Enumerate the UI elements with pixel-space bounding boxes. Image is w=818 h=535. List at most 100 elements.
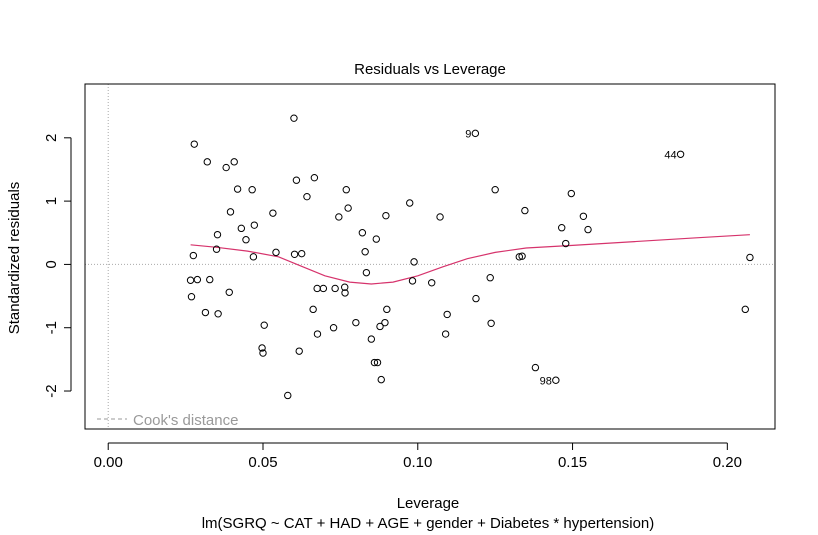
data-point	[373, 358, 382, 367]
data-point	[436, 213, 444, 221]
y-axis-label: Standardized residuals	[6, 182, 23, 335]
data-point	[428, 279, 436, 287]
data-point	[203, 158, 211, 166]
data-point	[443, 310, 451, 319]
data-point	[383, 305, 391, 314]
data-point	[233, 185, 242, 193]
legend: Cook's distance	[97, 412, 238, 429]
data-point	[579, 212, 588, 221]
data-point	[222, 163, 230, 172]
legend-label: Cook's distance	[133, 412, 238, 429]
y-tick-label: -2	[43, 384, 60, 397]
x-tick-label: 0.00	[94, 454, 123, 471]
data-point	[341, 289, 349, 297]
point-label: 44	[664, 149, 676, 161]
data-point	[230, 158, 238, 166]
data-point	[361, 248, 369, 256]
data-point	[567, 189, 576, 198]
x-axis-label: Leverage	[397, 495, 460, 512]
y-tick-label: 0	[43, 260, 60, 268]
data-point	[584, 225, 592, 234]
data-point	[381, 318, 389, 327]
data-point	[284, 391, 292, 400]
data-point	[408, 277, 417, 285]
data-point	[260, 321, 268, 329]
data-point	[487, 319, 495, 327]
data-point	[295, 347, 303, 355]
outlier-labels: 9 44 98	[465, 128, 676, 387]
data-point	[226, 208, 235, 216]
data-point	[189, 251, 198, 260]
y-tick-label: -1	[43, 321, 60, 334]
data-point	[248, 186, 256, 194]
chart-subtitle: lm(SGRQ ~ CAT + HAD + AGE + gender + Dia…	[202, 515, 655, 532]
data-point	[297, 249, 306, 258]
data-point	[242, 236, 250, 244]
data-point	[272, 248, 280, 257]
plot-frame	[84, 83, 776, 430]
data-points	[186, 114, 754, 400]
data-point	[309, 305, 317, 314]
point-label: 9	[465, 128, 471, 140]
data-point	[313, 284, 321, 293]
data-point	[258, 344, 266, 352]
x-tick-label: 0.05	[248, 454, 277, 471]
data-point	[201, 308, 210, 317]
data-point	[376, 322, 384, 331]
data-point	[367, 335, 376, 343]
data-point	[206, 275, 214, 284]
data-point	[552, 376, 560, 384]
data-point	[741, 305, 749, 314]
data-point	[341, 283, 349, 291]
data-point	[352, 318, 360, 327]
point-label: 98	[540, 375, 552, 387]
data-point	[491, 186, 499, 194]
data-point	[562, 239, 570, 248]
y-tick-label: 2	[43, 134, 60, 142]
x-tick-label: 0.15	[558, 454, 587, 471]
data-point	[362, 268, 371, 277]
data-point	[521, 206, 529, 215]
data-point	[250, 221, 259, 229]
data-point	[410, 258, 418, 266]
data-point	[193, 275, 202, 284]
x-tick-label: 0.10	[403, 454, 432, 471]
chart-title: Residuals vs Leverage	[354, 61, 506, 78]
data-point	[377, 375, 385, 384]
data-point	[358, 229, 367, 237]
data-point	[310, 173, 319, 182]
data-point	[558, 223, 566, 232]
data-point	[269, 209, 277, 217]
y-axis: -2 -1 0 1 2	[43, 134, 72, 398]
data-point	[319, 284, 328, 293]
smooth-curve	[190, 234, 750, 285]
data-point	[406, 199, 414, 207]
data-point	[249, 253, 258, 261]
data-point	[471, 129, 480, 138]
data-point	[292, 176, 301, 184]
data-point	[290, 114, 298, 122]
data-point	[186, 276, 195, 284]
data-point	[518, 252, 526, 260]
data-point	[382, 211, 390, 220]
data-point	[531, 363, 540, 372]
reference-lines	[85, 84, 775, 429]
data-point	[259, 349, 267, 357]
data-point	[190, 140, 198, 148]
data-point	[515, 253, 524, 261]
data-point	[472, 294, 480, 303]
data-point	[746, 253, 754, 262]
data-point	[335, 213, 343, 221]
data-point	[214, 310, 222, 318]
data-point	[441, 330, 450, 338]
data-point	[486, 274, 494, 282]
data-point	[344, 204, 352, 212]
data-point	[237, 224, 246, 233]
data-point	[676, 150, 685, 158]
data-point	[225, 288, 233, 296]
x-axis: 0.00 0.05 0.10 0.15 0.20	[94, 442, 742, 471]
data-point	[290, 250, 299, 258]
data-point	[342, 186, 350, 194]
data-point	[213, 230, 222, 239]
